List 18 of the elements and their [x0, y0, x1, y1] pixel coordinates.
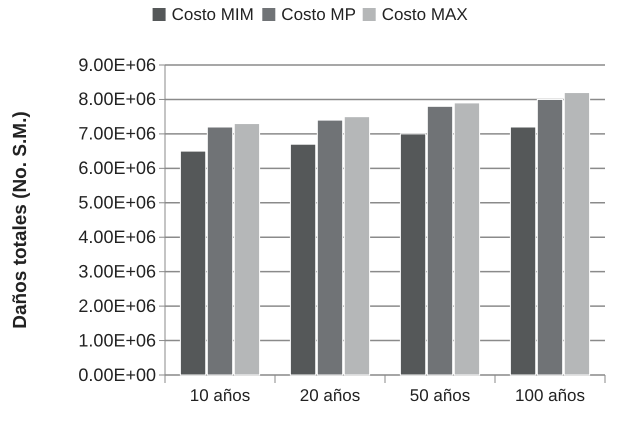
- y-tick-label: 7.00E+06: [78, 124, 156, 144]
- y-tick-label: 9.00E+06: [78, 54, 156, 75]
- x-tick-label: 100 años: [515, 386, 585, 406]
- x-tick-label: 50 años: [410, 386, 470, 406]
- x-tick-label: 20 años: [300, 386, 360, 406]
- x-tick-label: 10 años: [190, 386, 250, 406]
- legend-label: Costo MAX: [382, 5, 468, 24]
- y-tick-label: 2.00E+06: [78, 296, 156, 316]
- y-tick-label: 4.00E+06: [78, 226, 156, 247]
- y-tick-label: 0.00E+00: [78, 364, 156, 385]
- y-tick-label: 8.00E+06: [78, 89, 156, 110]
- legend-label: Costo MIM: [172, 5, 254, 24]
- y-tick-label: 1.00E+06: [78, 330, 156, 350]
- y-axis-title: Daños totales (No. S.M.): [10, 111, 31, 329]
- legend-label: Costo MP: [281, 5, 356, 24]
- y-tick-label: 5.00E+06: [78, 192, 156, 213]
- y-tick-label: 3.00E+06: [78, 261, 156, 282]
- y-tick-label: 6.00E+06: [78, 158, 156, 178]
